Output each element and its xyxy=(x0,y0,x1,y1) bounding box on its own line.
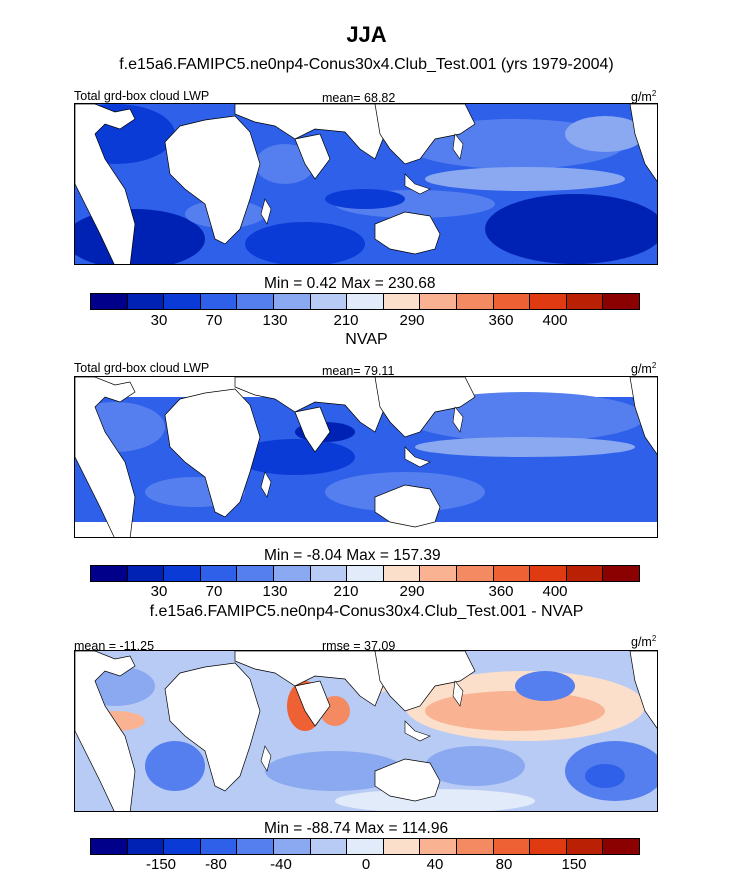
panel2-units: g/m2 xyxy=(631,361,657,377)
colorbar-cell xyxy=(127,294,165,309)
colorbar-cell xyxy=(347,839,384,854)
colorbar-cell xyxy=(127,839,165,854)
colorbar-cell xyxy=(420,839,457,854)
panel2-tick: 360 xyxy=(488,583,514,600)
panel2-tick: 400 xyxy=(542,583,568,600)
colorbar-cell xyxy=(164,839,201,854)
colorbar-cell xyxy=(310,566,348,581)
colorbar-cell xyxy=(566,294,604,309)
panel1-tick: 290 xyxy=(399,312,425,329)
panel1-tick: 70 xyxy=(205,312,223,329)
panel2-left-label: Total grd-box cloud LWP xyxy=(74,361,210,375)
colorbar-cell xyxy=(603,566,639,581)
colorbar-cell xyxy=(383,839,421,854)
colorbar-cell xyxy=(310,294,348,309)
panel1-tick: 30 xyxy=(150,312,168,329)
colorbar-cell xyxy=(200,839,238,854)
colorbar-cell xyxy=(456,839,494,854)
colorbar-cell xyxy=(603,294,639,309)
panel2-mean-label: mean= 79.11 xyxy=(322,364,395,378)
colorbar-cell xyxy=(456,566,494,581)
panel2-tick: 290 xyxy=(399,583,425,600)
colorbar-cell xyxy=(237,294,274,309)
colorbar-cell xyxy=(566,839,604,854)
panel3-tick: -40 xyxy=(270,856,292,873)
panel3-minmax: Min = -88.74 Max = 114.96 xyxy=(264,820,449,837)
colorbar-cell xyxy=(273,294,311,309)
panel3-map xyxy=(74,650,658,812)
colorbar-cell xyxy=(237,566,274,581)
panel3-tick: 150 xyxy=(561,856,587,873)
panel1-map xyxy=(74,103,658,265)
colorbar-cell xyxy=(566,566,604,581)
colorbar-cell xyxy=(493,294,531,309)
panel1-tick: 210 xyxy=(333,312,359,329)
colorbar-cell xyxy=(164,294,201,309)
colorbar-cell xyxy=(493,566,531,581)
panel1-tick: 130 xyxy=(262,312,288,329)
panel3-tick: 40 xyxy=(426,856,444,873)
panel1-colorbar xyxy=(90,293,640,310)
panel2-tick: 70 xyxy=(205,583,223,600)
colorbar-cell xyxy=(420,294,457,309)
panel3-tick: -80 xyxy=(205,856,227,873)
colorbar-cell xyxy=(383,566,421,581)
colorbar-cell xyxy=(164,566,201,581)
colorbar-cell xyxy=(237,839,274,854)
colorbar-cell xyxy=(347,566,384,581)
panel3-title: f.e15a6.FAMIPC5.ne0np4-Conus30x4.Club_Te… xyxy=(149,603,584,620)
colorbar-cell xyxy=(200,566,238,581)
panel1-map-svg xyxy=(75,104,657,264)
panel3-tick: 80 xyxy=(495,856,513,873)
colorbar-cell xyxy=(273,566,311,581)
colorbar-cell xyxy=(603,839,639,854)
colorbar-cell xyxy=(530,839,567,854)
panel2-colorbar xyxy=(90,565,640,582)
panel1-tick: 360 xyxy=(488,312,514,329)
panel2-tick: 30 xyxy=(150,583,168,600)
colorbar-cell xyxy=(200,294,238,309)
colorbar-cell xyxy=(420,566,457,581)
colorbar-cell xyxy=(91,294,128,309)
panel1-units: g/m2 xyxy=(631,89,657,105)
panel2-title: NVAP xyxy=(345,331,388,348)
panel2-tick: 130 xyxy=(262,583,288,600)
colorbar-cell xyxy=(456,294,494,309)
panel2-map-svg xyxy=(75,377,657,537)
colorbar-cell xyxy=(91,566,128,581)
colorbar-cell xyxy=(347,294,384,309)
panel3-units: g/m2 xyxy=(631,634,657,650)
panel3-rmse-label: rmse = 37.09 xyxy=(322,639,396,653)
panel1-tick: 400 xyxy=(542,312,568,329)
colorbar-cell xyxy=(383,294,421,309)
panel2-tick: 210 xyxy=(333,583,359,600)
panel1-mean-label: mean= 68.82 xyxy=(322,91,396,105)
colorbar-cell xyxy=(530,294,567,309)
colorbar-cell xyxy=(310,839,348,854)
colorbar-cell xyxy=(127,566,165,581)
panel3-tick: 0 xyxy=(361,856,371,873)
panel3-map-svg xyxy=(75,651,657,811)
panel2-map xyxy=(74,376,658,538)
panel1-left-label: Total grd-box cloud LWP xyxy=(74,89,210,103)
panel2-minmax: Min = -8.04 Max = 157.39 xyxy=(264,547,441,564)
panel3-tick: -150 xyxy=(145,856,177,873)
panel3-mean-label: mean = -11.25 xyxy=(74,639,155,653)
colorbar-cell xyxy=(273,839,311,854)
colorbar-cell xyxy=(91,839,128,854)
page-title: JJA xyxy=(346,22,387,47)
colorbar-cell xyxy=(530,566,567,581)
colorbar-cell xyxy=(493,839,531,854)
panel3-colorbar xyxy=(90,838,640,855)
panel1-minmax: Min = 0.42 Max = 230.68 xyxy=(264,275,436,292)
page-subtitle: f.e15a6.FAMIPC5.ne0np4-Conus30x4.Club_Te… xyxy=(119,56,614,73)
